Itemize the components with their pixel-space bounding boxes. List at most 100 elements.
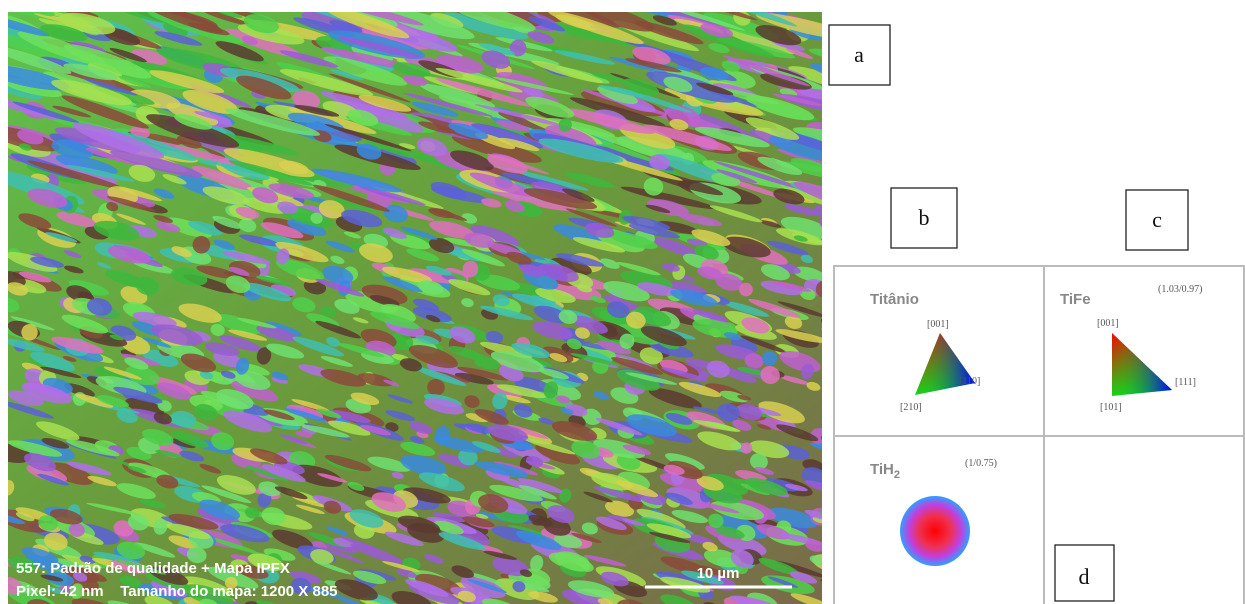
grain [649, 341, 694, 358]
grain [237, 317, 277, 329]
grain [492, 556, 529, 577]
grain [511, 342, 551, 359]
grain [146, 114, 240, 148]
grain [44, 532, 68, 551]
grain [391, 472, 404, 479]
grain [784, 315, 803, 329]
grain [780, 216, 822, 239]
grain [400, 441, 436, 457]
grain [224, 576, 238, 589]
grain [821, 380, 822, 390]
grain [619, 333, 635, 349]
grain [773, 93, 822, 107]
grain [214, 313, 261, 335]
grain [474, 461, 529, 478]
grain [777, 301, 822, 318]
grain [236, 75, 292, 100]
grain [600, 571, 629, 587]
grain [571, 532, 602, 543]
grain [429, 237, 455, 254]
grain [408, 344, 458, 369]
grain [171, 267, 208, 286]
grain [87, 475, 117, 487]
grain [8, 338, 45, 352]
grain [707, 360, 730, 378]
grain [437, 454, 472, 468]
grain [8, 588, 57, 604]
grain [153, 519, 168, 535]
grain [418, 121, 456, 134]
grain [581, 522, 598, 535]
grain [201, 485, 252, 504]
grain [268, 183, 315, 199]
grain [740, 442, 753, 454]
grain [350, 392, 380, 406]
grain [325, 240, 355, 253]
grain [350, 543, 404, 564]
grain [616, 261, 661, 276]
grain [212, 215, 242, 229]
grain [243, 282, 292, 302]
grain [199, 371, 214, 380]
grain [107, 245, 151, 264]
grain [132, 311, 177, 328]
grain [66, 285, 93, 303]
grain [679, 213, 723, 227]
grain [21, 547, 59, 564]
label-box [1125, 189, 1189, 251]
grain [400, 455, 447, 476]
grain [461, 249, 505, 267]
grain [292, 297, 316, 313]
grain [760, 280, 803, 296]
grain [826, 284, 847, 300]
grain [506, 251, 532, 265]
grain [417, 280, 444, 295]
grain [139, 498, 167, 509]
grain [62, 356, 77, 362]
grain [110, 150, 203, 178]
grain [528, 514, 553, 527]
grain [713, 161, 809, 192]
direction: [001] [1097, 318, 1119, 329]
grain [389, 19, 439, 41]
grain [496, 384, 548, 399]
grain [696, 476, 724, 491]
grain [74, 393, 114, 408]
grain [384, 531, 424, 547]
grain [412, 307, 452, 323]
grain [434, 520, 464, 535]
grain [12, 101, 80, 123]
grain [51, 139, 94, 159]
grain [800, 363, 814, 380]
grain [678, 381, 722, 397]
grain [335, 197, 378, 211]
subscript: 2 [894, 469, 900, 481]
grain [562, 188, 595, 202]
grain [383, 204, 408, 223]
grain [407, 268, 459, 284]
grain [603, 281, 650, 302]
grain [15, 511, 35, 522]
grain [513, 404, 533, 418]
grain [149, 70, 225, 94]
grain [480, 305, 534, 321]
grain [242, 35, 258, 45]
grain [66, 164, 135, 182]
grain [163, 22, 188, 37]
grain [357, 373, 394, 387]
grain [572, 315, 608, 334]
grain [622, 78, 660, 96]
grain [692, 406, 726, 415]
grain [616, 369, 660, 391]
grain [519, 569, 532, 578]
direction: [001] [927, 319, 949, 330]
grain [72, 122, 165, 159]
grain [523, 188, 597, 210]
grain [415, 334, 440, 345]
grain [317, 473, 348, 483]
grain [691, 501, 740, 514]
grain [328, 73, 411, 103]
grain [487, 154, 528, 174]
grain [652, 237, 699, 257]
grain [419, 83, 496, 108]
